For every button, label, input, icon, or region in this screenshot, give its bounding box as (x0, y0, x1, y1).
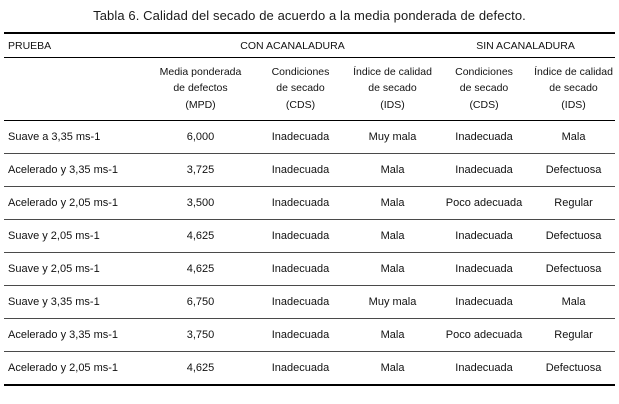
row-label: Suave a 3,35 ms-1 (4, 120, 149, 154)
table-cell: 4,625 (186, 361, 215, 374)
row-label: Suave y 2,05 ms-1 (4, 252, 149, 286)
table-row: Suave y 2,05 ms-1 4,625 Inadecuada Mala Inad… (4, 219, 616, 253)
quality-table: PRUEBA CON ACANALADURA SIN ACANALADURA M… (4, 32, 616, 386)
table-cell: Inadecuada (252, 186, 349, 220)
table-cell: Inadecuada (436, 153, 533, 187)
table-cell: Mala (349, 252, 437, 286)
table-cell: Defectuosa (532, 252, 616, 286)
table-cell: Inadecuada (252, 318, 349, 352)
table-cell: Defectuosa (532, 219, 616, 253)
table-cell: Inadecuada (436, 219, 533, 253)
table-cell: Mala (532, 285, 616, 319)
header-cds-con: Condiciones de secado (CDS) (252, 57, 349, 121)
table-row: Acelerado y 2,05 ms-1 4,625 Inadecuada Mala… (4, 351, 615, 385)
row-label: Acelerado y 3,35 ms-1 (4, 318, 149, 352)
table-cell: 4,625 (149, 252, 252, 286)
table-cell: Muy mala (349, 120, 437, 154)
table-cell: 3,725 (149, 153, 252, 187)
table-row: Suave y 2,05 ms-1 4,625 Inadecuada Mala Inad… (4, 252, 616, 286)
table-row: Acelerado y 3,35 ms-1 3,725 Inadecuada Mala… (4, 153, 616, 187)
row-label: Acelerado y 2,05 ms-1 (4, 186, 149, 220)
table-header: PRUEBA CON ACANALADURA SIN ACANALADURA M… (4, 33, 616, 121)
table-cell: Defectuosa (532, 153, 616, 187)
header-ids-sin: Índice de calidad de secado (IDS) (532, 57, 616, 121)
header-spacer (4, 57, 149, 121)
table-cell: Mala (349, 186, 437, 220)
table-cell: Regular (532, 186, 616, 220)
table-cell: Mala (349, 153, 437, 187)
table-cell: Regular (532, 318, 616, 352)
table-cell: 6,000 (149, 120, 252, 154)
table-cell: Inadecuada (455, 361, 513, 374)
table-cell: Inadecuada (271, 361, 330, 374)
table-row: Acelerado y 2,05 ms-1 3,500 Inadecuada Mala… (4, 186, 616, 220)
table-title: Tabla 6. Calidad del secado de acuerdo a… (93, 8, 526, 23)
table-cell: Inadecuada (252, 219, 349, 253)
header-prueba: PRUEBA (4, 33, 149, 58)
table-cell: Inadecuada (252, 252, 349, 286)
column-header-row: Media ponderada de defectos (MPD) Condic… (4, 57, 616, 121)
table-cell: Mala (532, 120, 616, 154)
table-cell: Defectuosa (545, 361, 602, 374)
table-cell: Mala (380, 361, 405, 374)
table-cell: Inadecuada (436, 252, 533, 286)
header-cds-sin: Condiciones de secado (CDS) (436, 57, 533, 121)
table-row: Suave y 3,35 ms-1 6,750 Inadecuada Muy mala… (4, 285, 616, 319)
header-group-sin-acanaladura: SIN ACANALADURA (436, 33, 616, 58)
group-header-row: PRUEBA CON ACANALADURA SIN ACANALADURA (4, 33, 616, 58)
table-cell: Poco adecuada (436, 186, 533, 220)
table-cell: Inadecuada (436, 120, 533, 154)
table-row: Suave a 3,35 ms-1 6,000 Inadecuada Muy mala… (4, 120, 616, 154)
table-cell: Mala (349, 219, 437, 253)
table-cell: 3,750 (149, 318, 252, 352)
table-cell: 4,625 (149, 219, 252, 253)
table-cell: Mala (349, 318, 437, 352)
table-cell: Inadecuada (252, 120, 349, 154)
table-cell: Inadecuada (436, 285, 533, 319)
table-cell: Muy mala (349, 285, 437, 319)
header-group-con-acanaladura: CON ACANALADURA (149, 33, 437, 58)
row-label: Acelerado y 2,05 ms-1 (8, 361, 119, 374)
table-cell: 3,500 (149, 186, 252, 220)
table-cell: Inadecuada (252, 285, 349, 319)
header-mpd: Media ponderada de defectos (MPD) (149, 57, 252, 121)
table-row: Acelerado y 3,35 ms-1 3,750 Inadecuada Mala… (4, 318, 616, 352)
table-cell: Poco adecuada (436, 318, 533, 352)
row-label: Acelerado y 3,35 ms-1 (4, 153, 149, 187)
document-page: Tabla 6. Calidad del secado de acuerdo a… (4, 8, 616, 386)
row-label: Suave y 2,05 ms-1 (4, 219, 149, 253)
table-cell: 6,750 (149, 285, 252, 319)
table-cell: Inadecuada (252, 153, 349, 187)
header-ids-con: Índice de calidad de secado (IDS) (349, 57, 437, 121)
table-body: Suave a 3,35 ms-1 6,000 Inadecuada Muy mala… (4, 120, 616, 385)
row-label: Suave y 3,35 ms-1 (4, 285, 149, 319)
